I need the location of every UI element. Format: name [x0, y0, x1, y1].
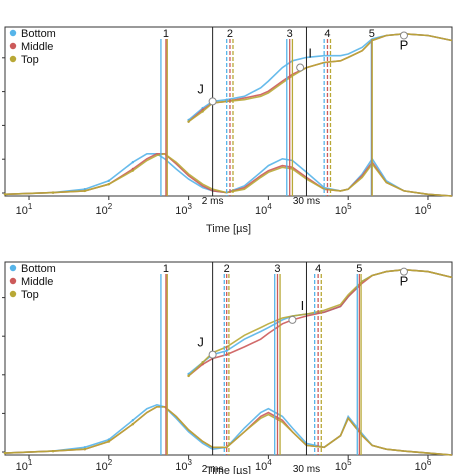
- series-rise-line-bottom: [188, 32, 453, 121]
- key-point-label: P: [400, 37, 409, 52]
- legend-swatch: [9, 55, 17, 63]
- legend-entry: Top: [21, 54, 39, 66]
- x-tick-label: 106: [415, 458, 432, 473]
- key-point-label: J: [197, 81, 204, 96]
- x-tick-label: 101: [16, 202, 33, 217]
- data-point: [83, 188, 86, 191]
- reference-line-label: 2 ms: [202, 196, 224, 207]
- series-group: [3, 32, 453, 197]
- key-point-marker: [399, 31, 408, 40]
- marker-group-label: 4: [324, 28, 330, 40]
- key-point-marker: [208, 97, 217, 106]
- data-point: [107, 179, 111, 182]
- x-axis-title: Time [µs]: [206, 223, 251, 235]
- key-point-label: I: [301, 298, 305, 313]
- key-point-label: J: [197, 335, 204, 350]
- reference-line-label: 2 ms: [202, 464, 224, 474]
- marker-group-label: 3: [274, 263, 280, 275]
- x-tick-label: 103: [175, 458, 192, 473]
- data-point: [225, 349, 228, 352]
- legend-swatch: [9, 290, 17, 298]
- series-rise-line-middle: [188, 32, 453, 123]
- data-point: [83, 448, 86, 451]
- legend-swatch: [9, 42, 17, 50]
- legend-swatch: [9, 264, 17, 272]
- marker-group-label: 2: [224, 263, 230, 275]
- legend-entry: Middle: [21, 276, 53, 288]
- data-point: [3, 451, 7, 455]
- data-point: [107, 182, 111, 186]
- series-line-middle: [4, 153, 453, 197]
- series-rise-line-top: [188, 268, 453, 377]
- x-tick-label: 104: [255, 458, 272, 473]
- data-point: [131, 169, 135, 172]
- x-tick-label: 104: [255, 202, 272, 217]
- legend-entry: Bottom: [21, 28, 56, 40]
- top-chart-panel: 101 102 103 104 105 106 Time [µs] 2 ms 30 ms 1 2 3 4…: [2, 26, 453, 235]
- data-point: [187, 374, 190, 378]
- data-point: [51, 191, 55, 194]
- key-point-marker: [208, 350, 217, 359]
- x-tick-label: 105: [335, 202, 352, 217]
- legend-entry: Bottom: [21, 263, 56, 275]
- data-point: [3, 193, 7, 196]
- series-rise-line-top: [188, 32, 453, 123]
- marker-group-label: 5: [369, 28, 375, 40]
- data-point: [83, 446, 86, 449]
- x-tick-label: 103: [175, 202, 192, 217]
- marker-group-label: 4: [315, 263, 321, 275]
- series-line-top: [4, 152, 453, 197]
- data-point: [187, 120, 190, 123]
- x-axis-title: Time [µs]: [206, 465, 251, 474]
- data-point: [201, 110, 204, 113]
- data-point: [201, 361, 204, 364]
- legend-entry: Top: [21, 289, 39, 301]
- bottom-chart-panel: 101 102 103 104 105 106 Time [µs]2 ms 30 ms 1 2 3 4…: [2, 261, 453, 474]
- series-rise-line-bottom: [188, 268, 453, 375]
- marker-group-label: 5: [356, 263, 362, 275]
- data-point: [83, 189, 86, 193]
- data-point: [107, 440, 111, 443]
- legend-swatch: [9, 29, 17, 37]
- data-point: [131, 422, 135, 426]
- x-tick-label: 105: [335, 458, 352, 473]
- x-tick-label: 102: [95, 202, 112, 217]
- key-point-marker: [288, 315, 297, 324]
- marker-group-label: 2: [227, 28, 233, 40]
- key-point-marker: [399, 267, 408, 276]
- x-tick-label: 102: [95, 458, 112, 473]
- series-rise-line-middle: [188, 268, 453, 377]
- reference-line-label: 30 ms: [293, 464, 320, 474]
- marker-group-label: 1: [163, 28, 169, 40]
- data-point: [51, 449, 55, 453]
- series-line-bottom: [4, 153, 453, 197]
- key-point-marker: [296, 63, 305, 72]
- key-point-label: P: [400, 274, 409, 289]
- marker-group-label: 3: [287, 28, 293, 40]
- series-group: [3, 268, 453, 456]
- x-tick-label: 106: [415, 202, 432, 217]
- series-line-top: [4, 406, 453, 456]
- marker-group-label: 1: [163, 263, 169, 275]
- data-point: [131, 419, 135, 422]
- legend-swatch: [9, 277, 17, 285]
- plot-frame: [4, 26, 453, 197]
- reference-line-label: 30 ms: [293, 196, 320, 207]
- key-point-label: I: [308, 46, 312, 61]
- legend-entry: Middle: [21, 41, 53, 53]
- data-point: [131, 161, 135, 164]
- x-tick-label: 101: [16, 458, 33, 473]
